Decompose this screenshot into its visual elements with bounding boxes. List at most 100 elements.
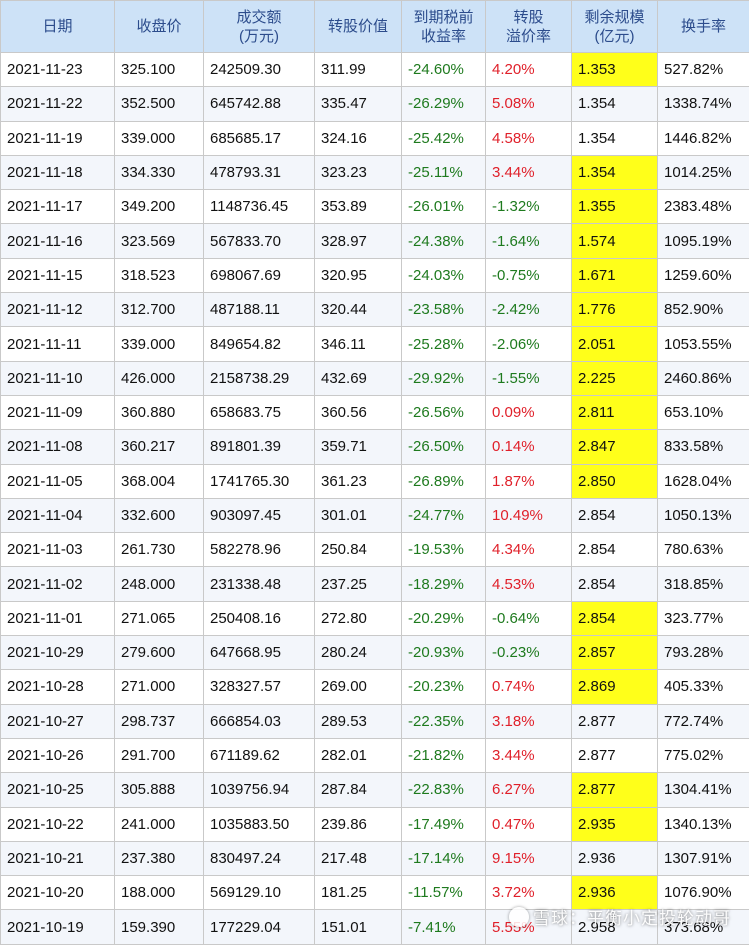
cell-conv-value: 269.00 — [315, 670, 402, 704]
column-header-label: 收盘价 — [115, 17, 203, 36]
cell-remaining-size: 2.869 — [572, 670, 658, 704]
cell-premium: 5.08% — [486, 87, 572, 121]
cell-close: 334.330 — [115, 155, 204, 189]
column-header-sublabel: 收益率 — [402, 27, 485, 46]
cell-premium: -1.32% — [486, 190, 572, 224]
cell-turnover-rate: 653.10% — [658, 395, 749, 429]
column-header-turnover[interactable]: 成交额(万元) — [204, 1, 315, 53]
cell-date: 2021-11-17 — [1, 190, 115, 224]
cell-ytm: -11.57% — [402, 876, 486, 910]
cell-close: 261.730 — [115, 533, 204, 567]
cell-conv-value: 280.24 — [315, 636, 402, 670]
cell-turnover-rate: 1304.41% — [658, 773, 749, 807]
cell-ytm: -26.50% — [402, 430, 486, 464]
cell-close: 271.000 — [115, 670, 204, 704]
column-header-premium[interactable]: 转股溢价率 — [486, 1, 572, 53]
column-header-date[interactable]: 日期 — [1, 1, 115, 53]
column-header-ytm[interactable]: 到期税前收益率 — [402, 1, 486, 53]
cell-remaining-size: 1.776 — [572, 293, 658, 327]
cell-turnover-rate: 323.77% — [658, 601, 749, 635]
cell-close: 241.000 — [115, 807, 204, 841]
cell-premium: -0.64% — [486, 601, 572, 635]
cell-remaining-size: 1.574 — [572, 224, 658, 258]
cell-conv-value: 239.86 — [315, 807, 402, 841]
cell-remaining-size: 2.854 — [572, 601, 658, 635]
cell-conv-value: 320.44 — [315, 293, 402, 327]
cell-remaining-size: 2.936 — [572, 841, 658, 875]
cell-turnover: 671189.62 — [204, 738, 315, 772]
cell-remaining-size: 2.854 — [572, 533, 658, 567]
cell-turnover: 830497.24 — [204, 841, 315, 875]
column-header-remaining-size[interactable]: 剩余规模(亿元) — [572, 1, 658, 53]
cell-conv-value: 272.80 — [315, 601, 402, 635]
cell-premium: -1.64% — [486, 224, 572, 258]
column-header-label: 剩余规模 — [572, 8, 657, 27]
cell-turnover-rate: 1095.19% — [658, 224, 749, 258]
cell-premium: 3.44% — [486, 738, 572, 772]
cell-turnover-rate: 2383.48% — [658, 190, 749, 224]
cell-turnover: 891801.39 — [204, 430, 315, 464]
cell-turnover-rate: 2460.86% — [658, 361, 749, 395]
cell-turnover-rate: 780.63% — [658, 533, 749, 567]
cell-date: 2021-10-19 — [1, 910, 115, 944]
table-header-row: 日期收盘价成交额(万元)转股价值到期税前收益率转股溢价率剩余规模(亿元)换手率 — [1, 1, 749, 53]
cell-remaining-size: 2.051 — [572, 327, 658, 361]
cell-close: 188.000 — [115, 876, 204, 910]
cell-turnover-rate: 1628.04% — [658, 464, 749, 498]
cell-turnover: 569129.10 — [204, 876, 315, 910]
cell-premium: 4.20% — [486, 53, 572, 87]
column-header-sublabel: 溢价率 — [486, 27, 571, 46]
cell-ytm: -22.83% — [402, 773, 486, 807]
cell-turnover: 1035883.50 — [204, 807, 315, 841]
cell-turnover: 231338.48 — [204, 567, 315, 601]
cell-ytm: -23.58% — [402, 293, 486, 327]
cell-turnover: 645742.88 — [204, 87, 315, 121]
column-header-conv-value[interactable]: 转股价值 — [315, 1, 402, 53]
cell-conv-value: 237.25 — [315, 567, 402, 601]
cell-ytm: -7.41% — [402, 910, 486, 944]
cell-date: 2021-11-01 — [1, 601, 115, 635]
cell-ytm: -19.53% — [402, 533, 486, 567]
cell-close: 237.380 — [115, 841, 204, 875]
column-header-close[interactable]: 收盘价 — [115, 1, 204, 53]
cell-turnover: 658683.75 — [204, 395, 315, 429]
watermark: 雪球：平衡小定投轮动哥 — [509, 904, 731, 929]
cell-premium: 0.09% — [486, 395, 572, 429]
cell-premium: 4.34% — [486, 533, 572, 567]
cell-conv-value: 250.84 — [315, 533, 402, 567]
cell-premium: -0.75% — [486, 258, 572, 292]
cell-ytm: -26.56% — [402, 395, 486, 429]
cell-premium: 4.53% — [486, 567, 572, 601]
cell-premium: 1.87% — [486, 464, 572, 498]
cell-premium: 3.18% — [486, 704, 572, 738]
column-header-turnover-rate[interactable]: 换手率 — [658, 1, 749, 53]
cell-turnover: 698067.69 — [204, 258, 315, 292]
cell-date: 2021-10-29 — [1, 636, 115, 670]
cell-close: 291.700 — [115, 738, 204, 772]
cell-premium: 0.47% — [486, 807, 572, 841]
